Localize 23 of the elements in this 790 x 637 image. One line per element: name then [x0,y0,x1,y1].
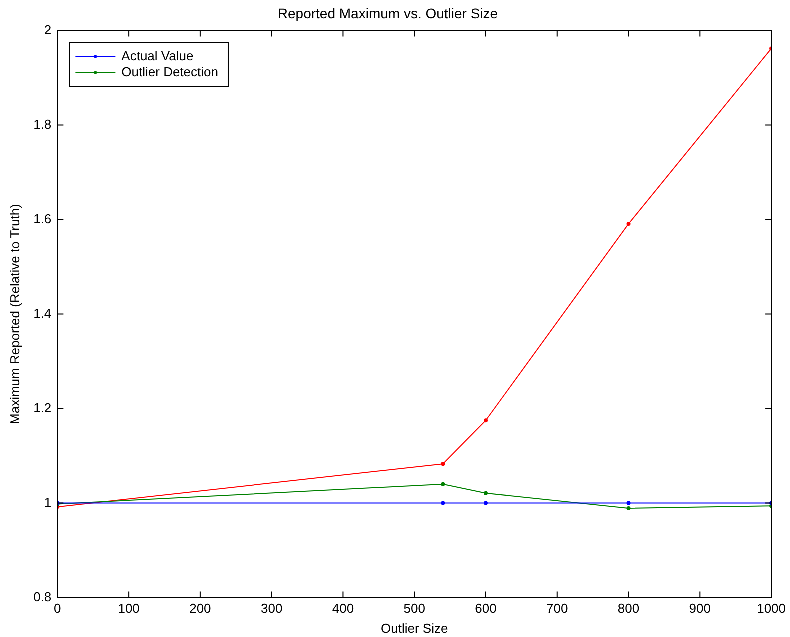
x-tick-label: 400 [332,601,354,616]
y-axis-title: Maximum Reported (Relative to Truth) [7,204,22,424]
x-tick-label: 100 [118,601,140,616]
x-tick-label: 300 [260,601,283,616]
x-tick-label: 700 [546,601,568,616]
y-tick-label: 2 [44,22,52,38]
x-tick-label: 1000 [757,601,786,616]
x-tick-label: 600 [475,601,497,616]
x-tick-label: 800 [618,601,640,616]
y-tick-label: 0.8 [34,589,52,604]
legend-label: Outlier Detection [122,64,218,80]
x-axis-title: Outlier Size [381,620,448,636]
y-tick-label: 1.4 [34,306,52,321]
legend-label: Actual Value [122,48,194,64]
y-tick-label: 1 [44,494,52,510]
x-tick-label: 200 [190,601,212,616]
x-tick-label: 500 [404,601,426,616]
x-tick-label: 0 [54,601,62,616]
y-tick-label: 1.2 [34,400,52,416]
chart-title: Reported Maximum vs. Outlier Size [278,5,498,22]
y-tick-label: 1.8 [34,116,52,132]
x-tick-label: 900 [689,601,712,616]
y-tick-label: 1.6 [34,211,52,226]
